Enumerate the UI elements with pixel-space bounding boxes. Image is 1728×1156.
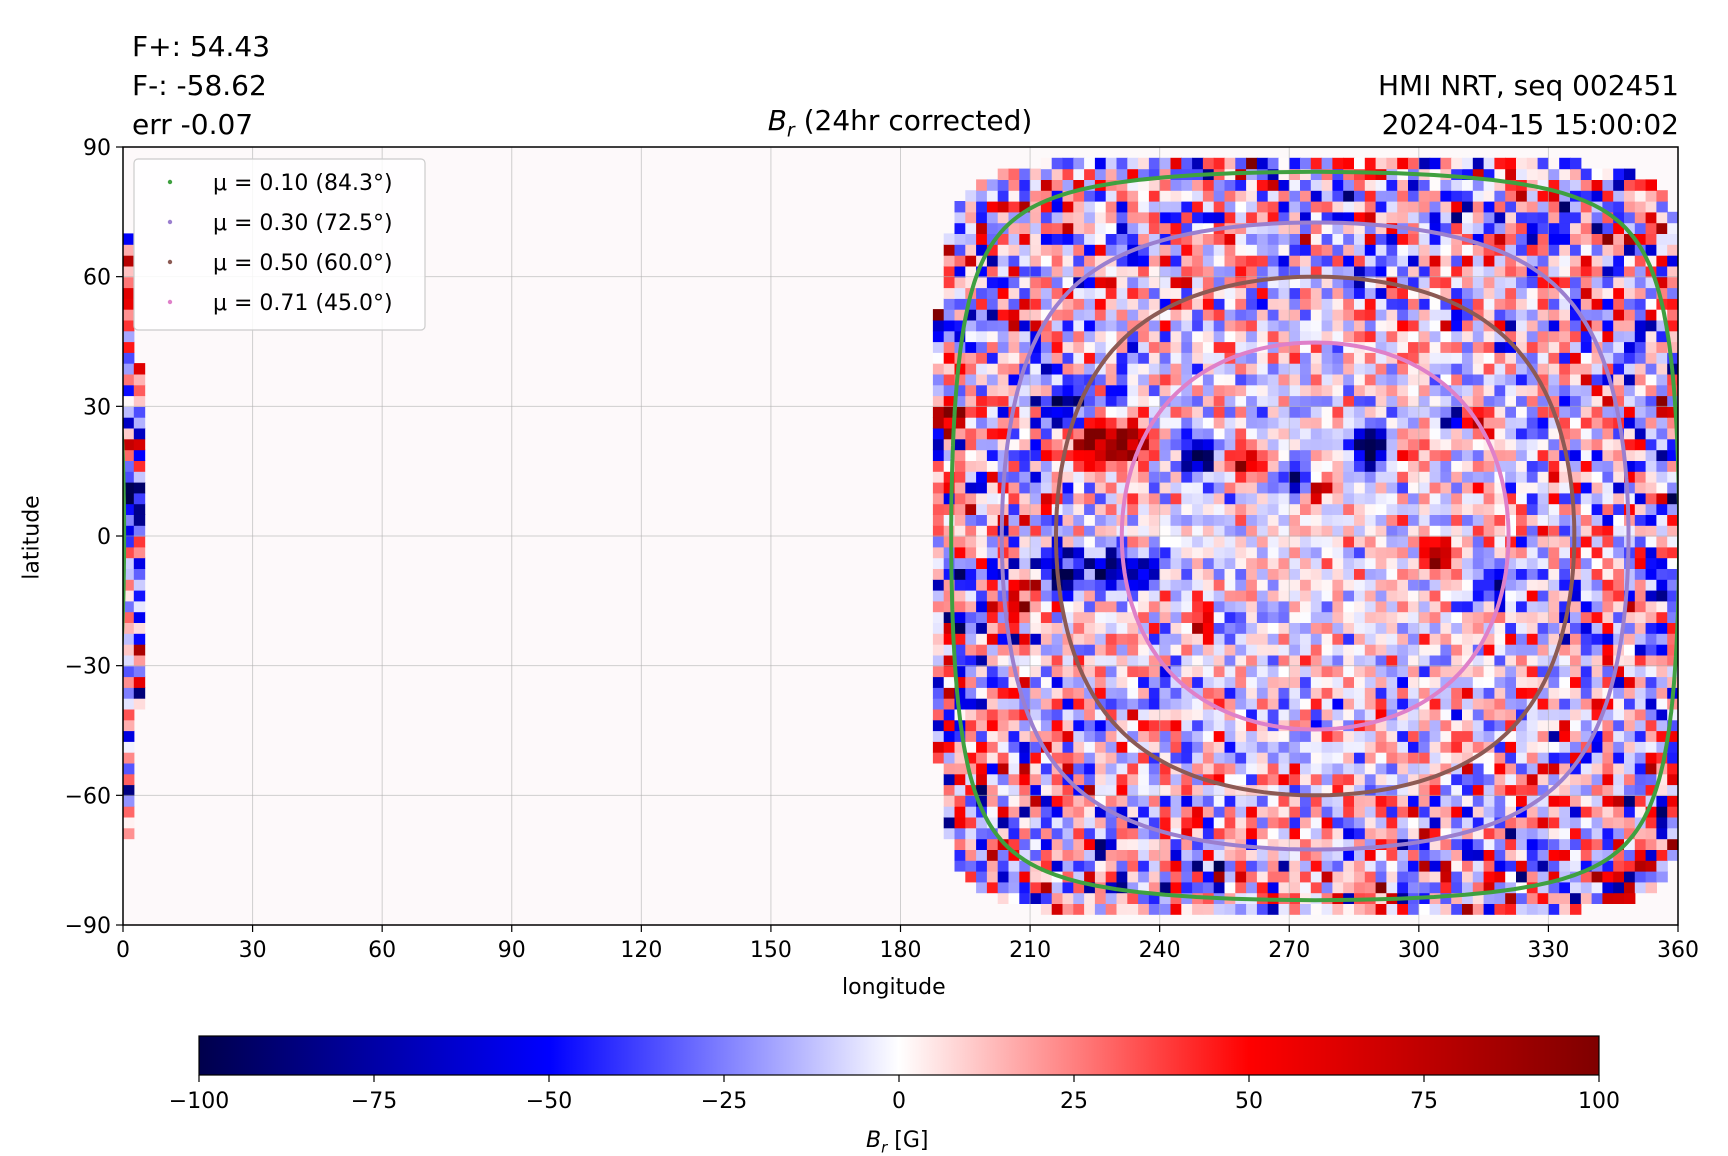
y-tick-label: 0 bbox=[97, 525, 111, 550]
mu-contour bbox=[949, 169, 1678, 903]
y-axis-label: latitude bbox=[19, 495, 45, 580]
y-tick-label: 90 bbox=[83, 136, 111, 161]
y-tick-label: 30 bbox=[83, 395, 111, 420]
flux-negative-label: F-: -58.62 bbox=[132, 69, 267, 102]
y-tick-label: 60 bbox=[83, 266, 111, 291]
colorbar-gradient bbox=[198, 1035, 1600, 1076]
colorbar-tick-label: 100 bbox=[1578, 1089, 1620, 1114]
x-tick-label: 180 bbox=[880, 938, 922, 963]
colorbar-tick-label: −25 bbox=[701, 1089, 747, 1114]
y-tick-label: −30 bbox=[65, 655, 111, 680]
colorbar-label: Br [G] bbox=[866, 1128, 929, 1156]
legend: μ = 0.10 (84.3°) μ = 0.30 (72.5°) μ = 0.50… bbox=[133, 158, 426, 331]
legend-label: μ = 0.10 (84.3°) bbox=[213, 171, 393, 196]
y-tick-label: −90 bbox=[65, 914, 111, 939]
colorbar-tick-label: −50 bbox=[526, 1089, 572, 1114]
mu-contour bbox=[999, 220, 1631, 852]
axis-layer: 0 30 60 90 120 150 180 210 240 270 300 330 360906030… bbox=[65, 136, 1699, 963]
mu-contour bbox=[1054, 274, 1577, 798]
chart-title: Br (24hr corrected) bbox=[767, 104, 1033, 142]
legend-label: μ = 0.71 (45.0°) bbox=[213, 291, 393, 316]
x-tick-label: 210 bbox=[1009, 938, 1051, 963]
flux-positive-label: F+: 54.43 bbox=[132, 30, 271, 63]
instrument-label: HMI NRT, seq 002451 bbox=[1377, 69, 1679, 102]
x-tick-label: 150 bbox=[750, 938, 792, 963]
colorbar-tick-label: 50 bbox=[1235, 1089, 1263, 1114]
mu-contour bbox=[0, 277, 19, 796]
x-axis-label: longitude bbox=[842, 975, 946, 1000]
colorbar-tick-label: 75 bbox=[1410, 1089, 1438, 1114]
x-tick-label: 120 bbox=[620, 938, 662, 963]
colorbar-tick-label: 0 bbox=[892, 1089, 906, 1114]
x-tick-label: 0 bbox=[116, 938, 130, 963]
x-tick-label: 60 bbox=[368, 938, 396, 963]
colorbar-tick-label: 25 bbox=[1060, 1089, 1088, 1114]
x-tick-label: 30 bbox=[239, 938, 267, 963]
timestamp-label: 2024-04-15 15:00:02 bbox=[1381, 108, 1679, 141]
legend-label: μ = 0.30 (72.5°) bbox=[213, 211, 393, 236]
legend-marker bbox=[167, 259, 173, 265]
x-tick-label: 270 bbox=[1268, 938, 1310, 963]
colorbar-tick-label: −75 bbox=[351, 1089, 397, 1114]
mu-contour-layer bbox=[0, 169, 1678, 903]
colorbar-tick-label: −100 bbox=[169, 1089, 229, 1114]
legend-label: μ = 0.50 (60.0°) bbox=[213, 251, 393, 276]
legend-box bbox=[133, 158, 426, 331]
x-tick-label: 240 bbox=[1139, 938, 1181, 963]
legend-marker bbox=[167, 179, 173, 185]
x-tick-label: 90 bbox=[498, 938, 526, 963]
y-tick-label: −60 bbox=[65, 784, 111, 809]
flux-error-label: err -0.07 bbox=[132, 108, 254, 141]
colorbar: −100 −75 −50 −25 0 25 50 75 100 bbox=[169, 1035, 1620, 1114]
legend-marker bbox=[167, 219, 173, 225]
mu-contour bbox=[1119, 340, 1511, 732]
x-tick-label: 360 bbox=[1657, 938, 1699, 963]
legend-marker bbox=[167, 299, 173, 305]
x-tick-label: 330 bbox=[1527, 938, 1569, 963]
x-tick-label: 300 bbox=[1398, 938, 1440, 963]
